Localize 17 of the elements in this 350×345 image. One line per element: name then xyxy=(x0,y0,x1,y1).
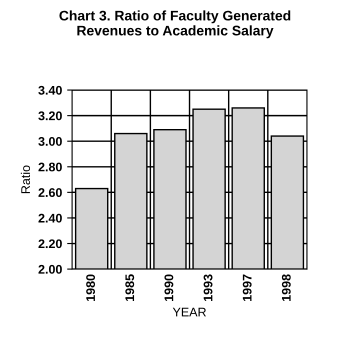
y-tick-label: 2.60 xyxy=(38,188,62,198)
y-tick-label: 2.80 xyxy=(38,162,62,172)
x-tick-label: 1993 xyxy=(204,274,212,301)
y-tick-label: 2.40 xyxy=(38,214,62,223)
y-tick-label: 3.40 xyxy=(38,86,62,95)
y-tick-label: 2.20 xyxy=(38,239,62,248)
y-tick-label: 3.00 xyxy=(38,137,62,146)
y-axis-title: Ratio xyxy=(20,166,30,194)
y-tick-label: 3.20 xyxy=(38,111,62,120)
x-tick-label: 1998 xyxy=(282,274,291,301)
x-axis-title: YEAR xyxy=(172,308,206,316)
y-tick-label: 2.00 xyxy=(38,264,62,274)
x-tick-label: 1990 xyxy=(164,274,174,301)
x-tick-label: 1985 xyxy=(125,274,134,301)
x-tick-label: 1997 xyxy=(242,274,252,301)
chart-title: Chart 3. Ratio of Faculty Generated Revenues to Academic Salary xyxy=(59,10,290,38)
x-tick-label: 1980 xyxy=(86,274,96,301)
